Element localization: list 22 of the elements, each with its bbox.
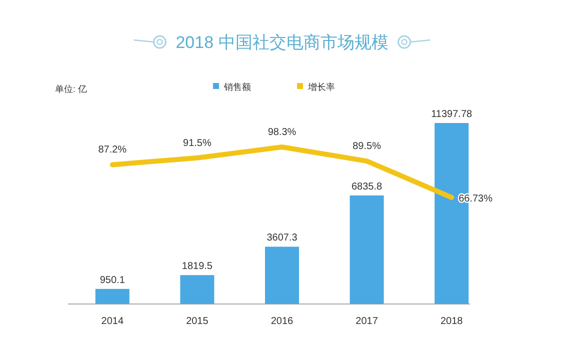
bar [350, 195, 384, 304]
data-label: 91.5% [183, 138, 212, 149]
bar [265, 246, 299, 304]
x-tick-label: 2015 [186, 316, 209, 327]
data-label: 3607.3 [266, 232, 298, 244]
data-label: 11397.78 [431, 109, 473, 120]
data-label: 87.2% [98, 144, 127, 156]
data-label: 89.5% [352, 141, 382, 152]
data-label: 6835.8 [352, 181, 383, 192]
data-label: 950.1 [100, 274, 126, 286]
x-tick-label: 2014 [101, 316, 124, 327]
x-tick-label: 2016 [270, 316, 294, 327]
chart-title: 2018 中国社交电商市场规模 [176, 33, 388, 52]
legend-label: 销售额 [223, 82, 251, 92]
data-label: 98.3% [268, 127, 296, 138]
x-tick-label: 2018 [440, 316, 464, 327]
legend-label: 增长率 [307, 82, 335, 92]
data-label: 1819.5 [182, 261, 213, 272]
y-axis-title: 单位: 亿 [55, 84, 88, 94]
x-tick-label: 2017 [356, 316, 378, 327]
bar [95, 288, 130, 304]
bar [180, 275, 214, 304]
